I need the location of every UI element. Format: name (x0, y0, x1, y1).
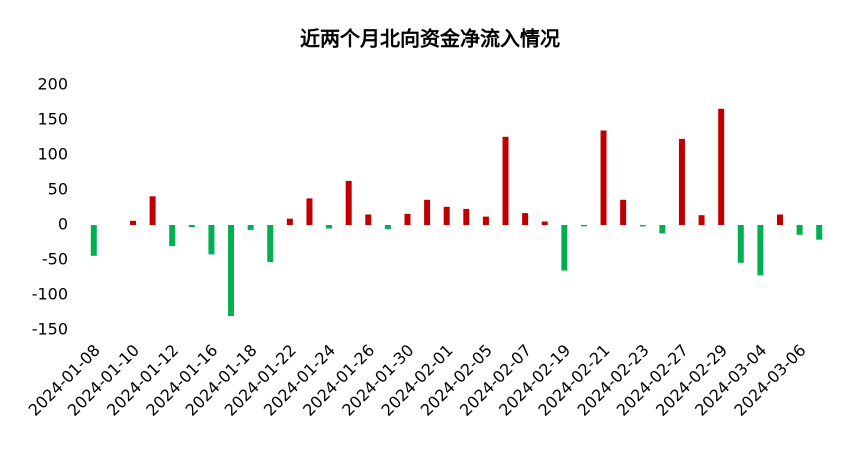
bar (286, 218, 293, 225)
bar (620, 199, 627, 225)
y-tick-label: 200 (37, 75, 68, 94)
bar (267, 225, 274, 263)
bar (776, 214, 783, 225)
y-tick-label: 50 (48, 180, 68, 199)
bar (659, 225, 666, 234)
bar (90, 225, 97, 256)
bar (247, 225, 254, 230)
y-tick-label: 100 (37, 145, 68, 164)
y-tick-label: -50 (42, 250, 68, 269)
bar (796, 225, 803, 235)
bar (678, 138, 685, 225)
bar (208, 225, 215, 255)
bar (502, 136, 509, 225)
bar (188, 225, 195, 228)
y-tick-label: 150 (37, 110, 68, 129)
bar (443, 206, 450, 225)
bar (169, 225, 176, 246)
bar (365, 214, 372, 225)
bar (522, 213, 529, 225)
y-tick-label: -150 (32, 320, 68, 339)
bar (580, 225, 587, 227)
bar (639, 225, 646, 227)
bar (345, 180, 352, 225)
bar (757, 225, 764, 276)
bar (600, 130, 607, 225)
bar (149, 196, 156, 225)
bar (306, 198, 313, 225)
bar (541, 221, 548, 225)
bar (326, 225, 333, 229)
bar (816, 225, 823, 240)
bar (424, 199, 431, 225)
bar (130, 220, 137, 225)
y-tick-label: 0 (58, 215, 68, 234)
bar (737, 225, 744, 263)
bar (228, 225, 235, 316)
bar (718, 108, 725, 225)
bar (698, 215, 705, 225)
chart-title: 近两个月北向资金净流入情况 (300, 27, 560, 51)
y-tick-label: -100 (32, 285, 68, 304)
bar (404, 213, 411, 225)
bar (463, 208, 470, 225)
bar (384, 225, 391, 230)
bar (561, 225, 568, 271)
bar (482, 216, 489, 225)
